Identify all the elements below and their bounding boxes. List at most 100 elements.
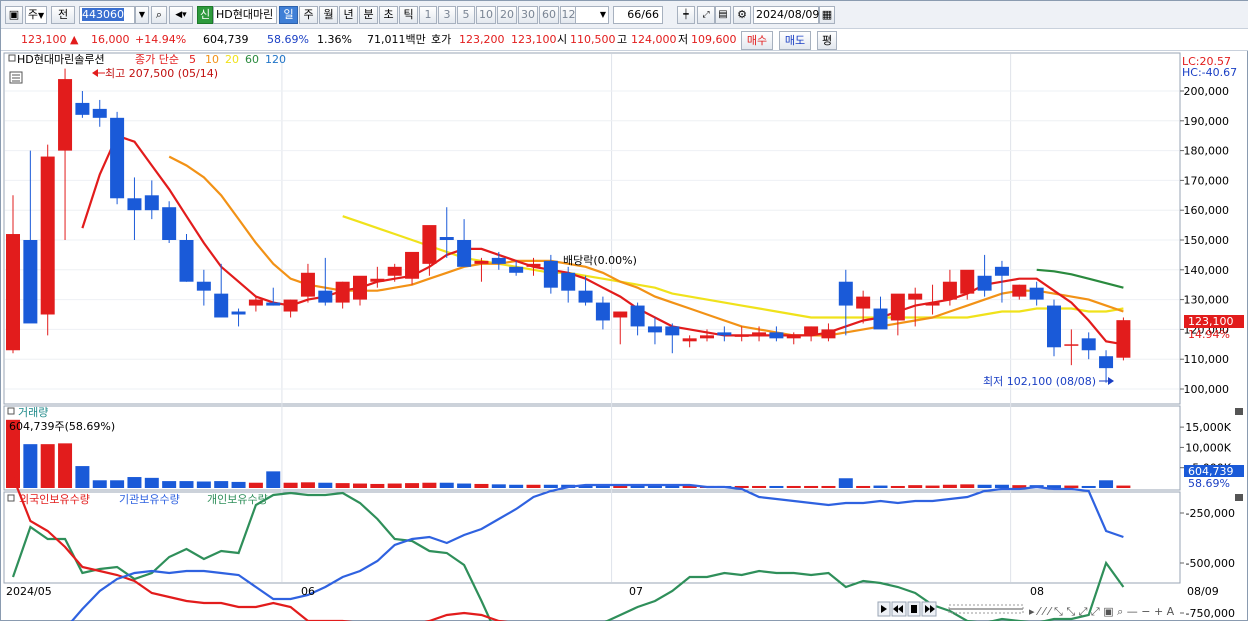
stock-code-value: 443060 <box>82 8 124 21</box>
volume-bar <box>804 485 819 488</box>
buy-button[interactable]: 매수 <box>741 31 773 50</box>
candle-body <box>231 311 246 315</box>
candle-body <box>578 290 593 303</box>
volume-bar <box>75 466 90 488</box>
candle-body <box>856 296 871 309</box>
candle-body <box>769 332 784 339</box>
volume-bar <box>58 443 73 488</box>
price-tick-label: 190,000 <box>1184 115 1230 128</box>
period-tab-0[interactable]: 일 <box>279 6 298 24</box>
volume-bar <box>196 481 211 488</box>
zoom-slider[interactable] <box>948 604 1024 614</box>
candle-body <box>804 326 819 336</box>
holding-panel-close-icon[interactable] <box>1235 494 1243 501</box>
candle-body <box>838 281 853 306</box>
candle-body <box>786 335 801 339</box>
candle-body <box>561 272 576 291</box>
volume-legend-box-icon <box>7 407 15 415</box>
sell-button[interactable]: 매도 <box>779 31 811 50</box>
sound-icon[interactable]: ◀▾ <box>169 6 193 24</box>
interval-button-60[interactable]: 60 <box>539 6 559 24</box>
candle-body <box>457 240 472 267</box>
interval-button-3[interactable]: 3 <box>438 6 456 24</box>
volume-bar <box>127 477 142 488</box>
candle-body <box>162 207 177 240</box>
draw-tool-icon[interactable]: ⤢ <box>697 6 715 24</box>
volume-bars[interactable] <box>6 419 1131 488</box>
date-input[interactable]: 2024/08/09 <box>753 6 819 24</box>
save-icon[interactable]: ▤ <box>715 6 731 24</box>
volume-bar <box>925 485 940 488</box>
interval-button-5[interactable]: 5 <box>457 6 475 24</box>
table-view-icon-lines <box>12 74 20 82</box>
interval-button-1[interactable]: 1 <box>419 6 437 24</box>
volume-bar <box>769 485 784 488</box>
current-price: 123,100 ▲ <box>21 33 79 46</box>
candle-body <box>908 293 923 300</box>
candle-body <box>335 281 350 303</box>
candle-body <box>214 293 229 318</box>
volume-bar <box>960 484 975 488</box>
volume-bar <box>491 484 506 488</box>
volume-panel-close-icon[interactable] <box>1235 408 1243 415</box>
legend-box-icon <box>8 54 16 62</box>
interval-button-20[interactable]: 20 <box>497 6 517 24</box>
stock-chart[interactable]: 200,000 190,000 180,000 170,000 160,000 150,0… <box>1 51 1248 621</box>
legend-ma-20: 20 <box>225 53 239 66</box>
period-tab-2[interactable]: 월 <box>319 6 338 24</box>
drawing-tools-icon[interactable]: ▸ ⁄ ⁄ ⁄ ⤡ ⤡ ⤢ ⤢ ▣ ⌕ — − + A <box>1029 605 1175 618</box>
candle-body <box>821 329 836 339</box>
search-icon[interactable]: ⌕ <box>151 6 167 24</box>
holding-tick-label: -500,000 <box>1186 557 1235 570</box>
candle-body <box>1012 284 1027 297</box>
holding-tick-label: -750,000 <box>1186 607 1235 620</box>
volume-current-tag <box>1184 465 1244 477</box>
legend-ma-5: 5 <box>189 53 196 66</box>
period-tab-6[interactable]: 틱 <box>399 6 418 24</box>
period-tab-5[interactable]: 초 <box>379 6 398 24</box>
volume-bar <box>214 481 229 488</box>
window-menu-icon[interactable]: ▣ <box>5 6 23 24</box>
volume-bar <box>821 485 836 488</box>
volume-bar <box>92 480 107 488</box>
market-select[interactable]: 주▼ <box>25 6 47 24</box>
price-tick-label: 110,000 <box>1184 353 1230 366</box>
volume-bar <box>1116 485 1131 488</box>
volume-bar <box>405 483 420 488</box>
candle-body <box>613 311 628 318</box>
volume-bar <box>1064 485 1079 488</box>
period-tab-1[interactable]: 주 <box>299 6 318 24</box>
calendar-icon[interactable]: ▦ <box>819 6 835 24</box>
price-tick-label: 100,000 <box>1184 383 1230 396</box>
legend-title: HD현대마린솔루션 <box>17 53 105 66</box>
eval-button[interactable]: 평 <box>817 31 837 50</box>
interval-button-30[interactable]: 30 <box>518 6 538 24</box>
candle-body <box>630 305 645 327</box>
volume-bar <box>595 485 610 488</box>
gear-icon[interactable]: ⚙ <box>733 6 751 24</box>
candle-body <box>1099 356 1114 369</box>
volume-bar <box>665 485 680 488</box>
crosshair-icon[interactable]: ┿ <box>677 6 695 24</box>
price-tick-label: 160,000 <box>1184 204 1230 217</box>
period-tab-4[interactable]: 분 <box>359 6 378 24</box>
price-tick-label: 200,000 <box>1184 85 1230 98</box>
volume-bar <box>977 484 992 488</box>
volume-bar <box>1047 485 1061 488</box>
stock-code-input[interactable]: 443060 <box>79 6 135 24</box>
interval-custom-select[interactable]: ▼ <box>575 6 609 24</box>
volume-bar <box>1012 485 1027 488</box>
volume-bar <box>647 485 662 488</box>
period-tab-3[interactable]: 년 <box>339 6 358 24</box>
legend-individual: 개인보유수량 <box>207 493 268 506</box>
candlesticks[interactable] <box>6 68 1131 383</box>
ask-label: 호가 <box>431 33 452 46</box>
low-annotation-text: 최저 102,100 (08/08) <box>983 375 1096 388</box>
prev-button[interactable]: 전 <box>51 6 75 24</box>
stock-type-badge: 신 <box>197 6 213 24</box>
interval-button-10[interactable]: 10 <box>476 6 496 24</box>
high-annotation: 최고 207,500 (05/14) <box>92 67 218 80</box>
candle-body <box>682 338 697 342</box>
candle-body <box>890 293 905 321</box>
code-dropdown-icon[interactable]: ▼ <box>135 6 149 24</box>
